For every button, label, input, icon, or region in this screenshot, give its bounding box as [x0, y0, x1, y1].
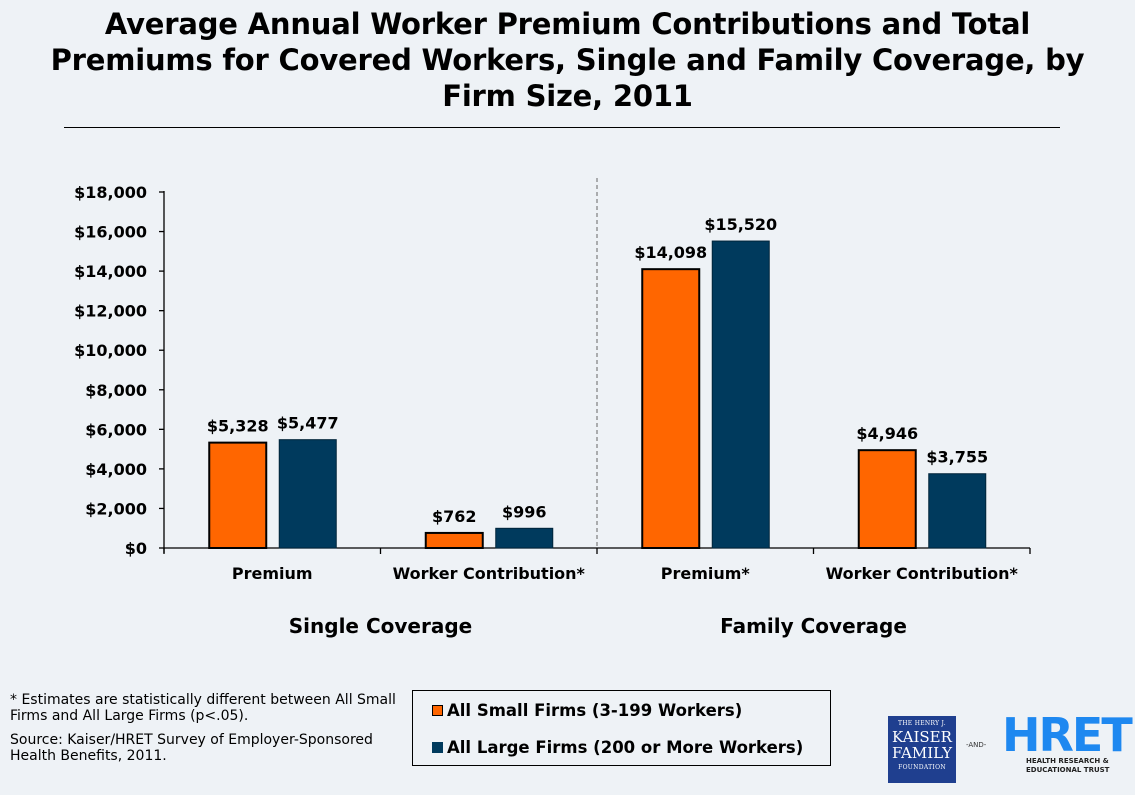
category-label: Worker Contribution*: [826, 564, 1019, 583]
data-label: $5,477: [277, 414, 339, 433]
data-label: $15,520: [704, 215, 777, 234]
y-tick-label: $6,000: [85, 420, 147, 439]
kff-logo-line: KAISER: [892, 728, 952, 746]
chart-title-line: Firm Size, 2011: [442, 79, 693, 113]
y-tick-label: $0: [125, 539, 147, 558]
chart-title-line: Premiums for Covered Workers, Single and…: [50, 43, 1085, 77]
y-tick-label: $18,000: [74, 183, 147, 202]
y-tick-label: $4,000: [85, 460, 147, 479]
bar-small-firms: [424, 531, 484, 549]
chart-title-line: Average Annual Worker Premium Contributi…: [104, 7, 1031, 41]
logo-and-separator: -AND-: [966, 741, 987, 749]
bar-chart: $0 $2,000 $4,000 $6,000 $8,000 $10,000 $12,000…: [74, 178, 1031, 638]
hret-logo: HRET HEALTH RESEARCH & EDUCATIONAL TRUST: [1002, 708, 1133, 775]
data-label: $14,098: [634, 243, 707, 262]
y-tick-label: $8,000: [85, 381, 147, 400]
group-label: Single Coverage: [289, 614, 472, 638]
chart-legend: All Small Firms (3-199 Workers) All Larg…: [412, 690, 831, 766]
hret-logo-subtitle: HEALTH RESEARCH &: [1026, 757, 1109, 765]
bar-large-firms: [278, 439, 337, 549]
bar-small-firms: [641, 268, 701, 549]
legend-swatch-large-firms: [432, 742, 443, 753]
y-tick-label: $14,000: [74, 262, 147, 281]
bar-large-firms: [711, 240, 770, 549]
bar-small-firms: [208, 441, 268, 549]
footnote: * Estimates are statistically different …: [10, 692, 410, 772]
legend-item-large-firms: All Large Firms (200 or More Workers): [432, 738, 803, 757]
kaiser-family-foundation-logo: THE HENRY J. KAISER FAMILY FOUNDATION: [888, 716, 956, 783]
kff-logo-line: FOUNDATION: [898, 764, 946, 771]
significance-note: * Estimates are statistically different …: [10, 692, 396, 724]
data-label: $762: [432, 507, 477, 526]
source-note: Source: Kaiser/HRET Survey of Employer-S…: [10, 732, 373, 764]
chart-title: Average Annual Worker Premium Contributi…: [0, 6, 1135, 114]
bar-large-firms: [495, 527, 554, 549]
hret-logo-mark: HRET: [1002, 708, 1133, 762]
category-label: Premium*: [661, 564, 751, 583]
data-label: $996: [502, 502, 547, 521]
y-tick-label: $12,000: [74, 302, 147, 321]
y-tick-label: $10,000: [74, 341, 147, 360]
legend-item-small-firms: All Small Firms (3-199 Workers): [432, 701, 742, 720]
category-label: Worker Contribution*: [393, 564, 586, 583]
bar-large-firms: [928, 473, 987, 549]
bar-small-firms: [857, 449, 917, 549]
title-divider: [64, 127, 1060, 128]
data-label: $4,946: [856, 424, 918, 443]
group-label: Family Coverage: [720, 614, 907, 638]
legend-label: All Large Firms (200 or More Workers): [447, 738, 804, 757]
legend-swatch-small-firms: [432, 705, 443, 716]
legend-label: All Small Firms (3-199 Workers): [447, 701, 743, 720]
hret-logo-subtitle: EDUCATIONAL TRUST: [1026, 766, 1110, 774]
y-tick-label: $16,000: [74, 223, 147, 242]
kff-logo-line: THE HENRY J.: [897, 720, 947, 727]
y-tick-label: $2,000: [85, 499, 147, 518]
kff-logo-line: FAMILY: [891, 744, 953, 762]
data-label: $3,755: [926, 448, 988, 467]
category-label: Premium: [232, 564, 313, 583]
data-label: $5,328: [207, 417, 269, 436]
